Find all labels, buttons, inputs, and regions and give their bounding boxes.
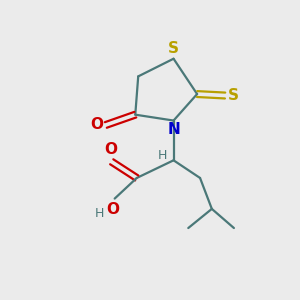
Text: O: O: [104, 142, 117, 158]
Text: H: H: [95, 207, 104, 220]
Text: S: S: [168, 41, 179, 56]
Text: S: S: [227, 88, 239, 103]
Text: O: O: [107, 202, 120, 217]
Text: N: N: [167, 122, 180, 137]
Text: H: H: [158, 149, 167, 162]
Text: O: O: [90, 118, 103, 133]
